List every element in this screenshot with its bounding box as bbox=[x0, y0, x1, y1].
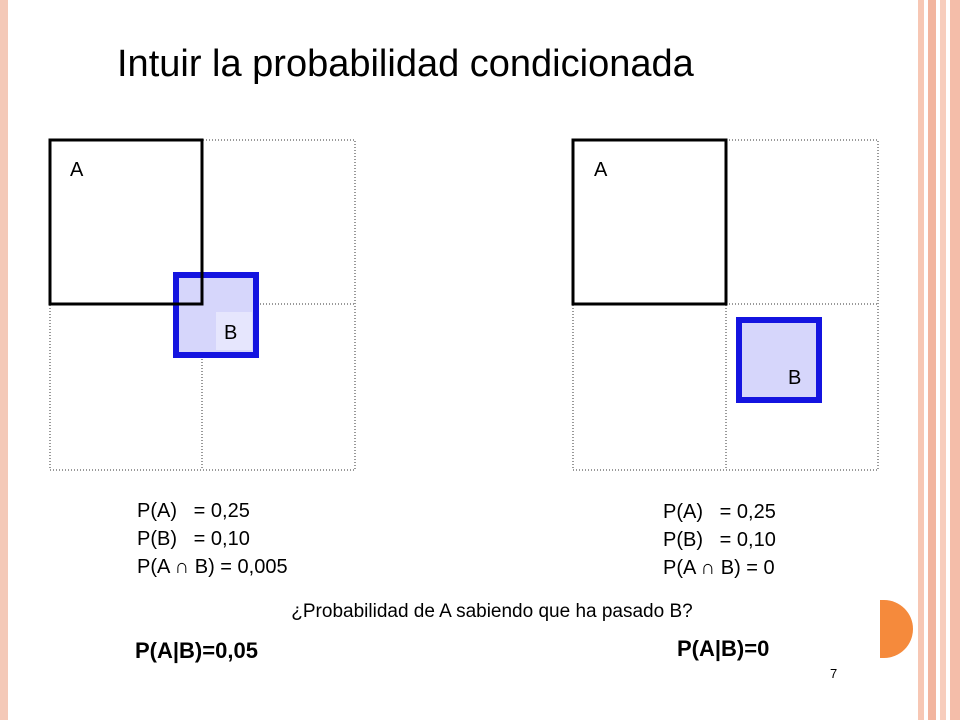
prob-line: P(A) = 0,25 bbox=[663, 501, 776, 523]
label-b: B bbox=[224, 322, 237, 344]
prob-line: P(B) = 0,10 bbox=[137, 528, 250, 550]
label-a: A bbox=[594, 159, 608, 181]
stripe bbox=[940, 0, 946, 720]
stripe bbox=[928, 0, 936, 720]
decor-circle bbox=[880, 600, 884, 658]
label-box bbox=[216, 312, 252, 350]
left-border bbox=[0, 0, 8, 720]
page-number: 7 bbox=[830, 666, 837, 681]
stripe bbox=[918, 0, 924, 720]
title: Intuir la probabilidad condicionada bbox=[117, 43, 695, 85]
prob-line: P(A) = 0,25 bbox=[137, 500, 250, 522]
prob-line: P(A ∩ B) = 0 bbox=[663, 557, 775, 579]
stripe bbox=[950, 0, 960, 720]
answer: P(A|B)=0 bbox=[677, 636, 769, 661]
prob-line: P(B) = 0,10 bbox=[663, 529, 776, 551]
set-b bbox=[736, 317, 822, 403]
label-a: A bbox=[70, 159, 84, 181]
decor-circle bbox=[884, 600, 913, 658]
question: ¿Probabilidad de A sabiendo que ha pasad… bbox=[291, 601, 692, 622]
answer: P(A|B)=0,05 bbox=[135, 638, 258, 663]
prob-line: P(A ∩ B) = 0,005 bbox=[137, 556, 288, 578]
label-b: B bbox=[788, 367, 801, 389]
set-a bbox=[48, 138, 204, 306]
set-a bbox=[571, 138, 728, 306]
